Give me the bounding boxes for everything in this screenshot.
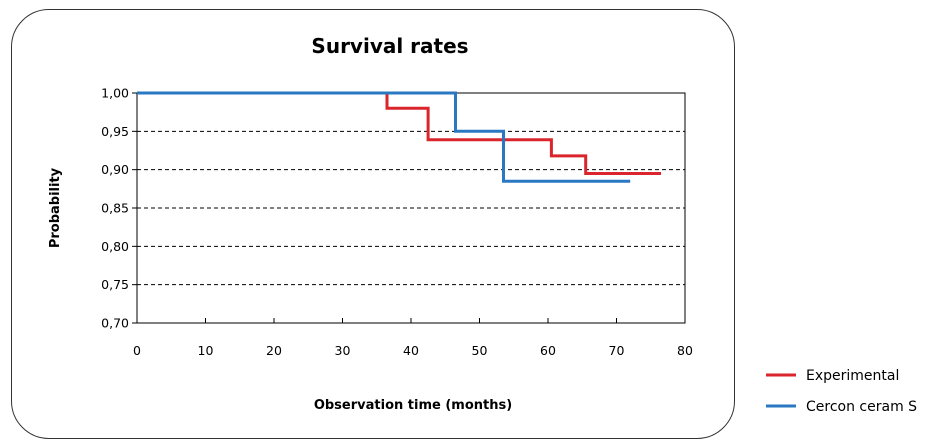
x-tick-label: 40 (403, 343, 419, 358)
y-tick-label: 0,95 (101, 124, 129, 139)
legend-label: Cercon ceram S (806, 399, 917, 415)
x-tick-label: 0 (133, 343, 141, 358)
x-axis-title: Observation time (months) (314, 398, 512, 413)
legend: Experimental Cercon ceram S (766, 368, 917, 415)
x-tick-label: 60 (540, 343, 556, 358)
y-axis-title: Probability (48, 167, 63, 248)
y-tick-label: 0,85 (101, 201, 129, 216)
x-tick-label: 10 (198, 343, 214, 358)
y-tick-label: 1,00 (101, 86, 129, 101)
y-tick-label: 0,90 (101, 162, 129, 177)
x-tick-label: 50 (472, 343, 488, 358)
y-tick-label: 0,75 (101, 277, 129, 292)
series-line-experimental (137, 91, 661, 175)
y-tick-label: 0,80 (101, 239, 129, 254)
series-layer (137, 91, 661, 183)
x-ticks: 0 10 20 30 40 50 60 70 80 (133, 318, 693, 358)
legend-label: Experimental (806, 368, 899, 384)
series-line-cercon-ceram-s (137, 91, 631, 183)
y-tick-label: 0,70 (101, 316, 129, 331)
x-tick-label: 30 (335, 343, 351, 358)
x-tick-label: 20 (266, 343, 282, 358)
x-tick-label: 70 (609, 343, 625, 358)
x-tick-label: 80 (677, 343, 693, 358)
chart-title: Survival rates (311, 34, 468, 58)
chart-canvas: Survival rates 0 10 20 30 40 50 60 70 80 1,00 0,9… (48, 34, 917, 415)
grid-lines (137, 130, 685, 286)
y-ticks: 1,00 0,95 0,90 0,85 0,80 0,75 0,70 (101, 86, 137, 331)
